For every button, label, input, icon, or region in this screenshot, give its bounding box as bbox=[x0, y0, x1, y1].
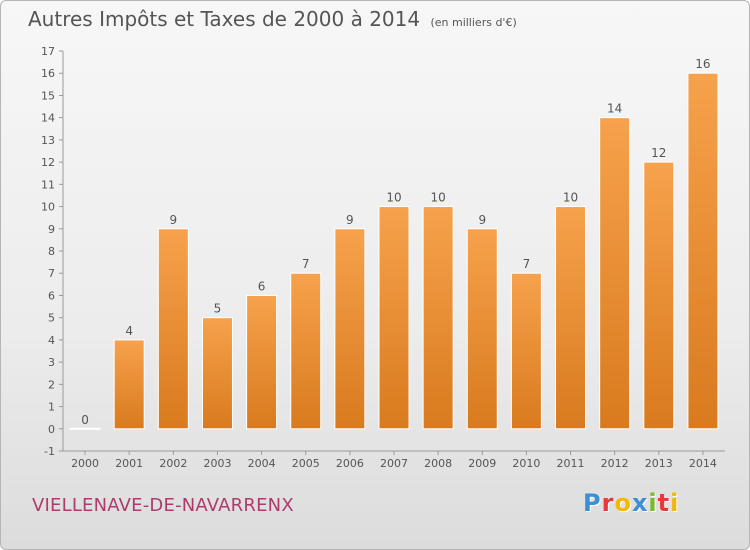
y-tick-label: 13 bbox=[41, 134, 55, 147]
commune-name: VIELLENAVE-DE-NAVARRENX bbox=[32, 495, 294, 516]
logo-letter: i bbox=[670, 489, 680, 517]
x-tick-label: 2001 bbox=[115, 457, 143, 470]
y-tick-label: 9 bbox=[48, 223, 55, 236]
data-label: 6 bbox=[258, 279, 266, 293]
bar bbox=[201, 317, 233, 430]
x-tick-label: 2012 bbox=[601, 457, 629, 470]
data-label: 12 bbox=[651, 146, 666, 160]
logo-letter: o bbox=[614, 489, 632, 517]
y-tick-label: 5 bbox=[48, 312, 55, 325]
data-label: 16 bbox=[695, 57, 710, 71]
y-tick-label: 1 bbox=[48, 401, 55, 414]
x-tick-label: 2005 bbox=[292, 457, 320, 470]
data-label: 0 bbox=[81, 413, 89, 427]
bar bbox=[687, 72, 719, 430]
bar bbox=[246, 294, 278, 430]
x-tick-label: 2010 bbox=[512, 457, 540, 470]
x-tick-label: 2007 bbox=[380, 457, 408, 470]
bar bbox=[599, 117, 631, 430]
x-tick-label: 2008 bbox=[424, 457, 452, 470]
data-label: 9 bbox=[478, 213, 486, 227]
x-tick-label: 2000 bbox=[71, 457, 99, 470]
y-tick-label: 16 bbox=[41, 67, 55, 80]
data-label: 10 bbox=[386, 191, 401, 205]
bar bbox=[334, 228, 366, 430]
plot-area: -101234567891011121314151617020004200192… bbox=[41, 45, 725, 470]
y-tick-label: 0 bbox=[48, 423, 55, 436]
bar bbox=[378, 206, 410, 430]
bar bbox=[113, 339, 145, 430]
bar bbox=[466, 228, 498, 430]
data-label: 14 bbox=[607, 102, 622, 116]
bar bbox=[69, 427, 101, 430]
x-tick-label: 2004 bbox=[248, 457, 276, 470]
data-label: 7 bbox=[523, 257, 531, 271]
y-tick-label: -1 bbox=[44, 445, 55, 458]
proxiti-logo: Proxiti bbox=[583, 489, 679, 517]
data-label: 7 bbox=[302, 257, 310, 271]
x-tick-label: 2011 bbox=[557, 457, 585, 470]
chart-unit-label: (en milliers d'€) bbox=[430, 16, 517, 29]
y-tick-label: 6 bbox=[48, 289, 55, 302]
logo-letter: i bbox=[648, 489, 658, 517]
y-tick-label: 2 bbox=[48, 378, 55, 391]
y-tick-label: 10 bbox=[41, 201, 55, 214]
bar bbox=[422, 206, 454, 430]
bar bbox=[510, 272, 542, 430]
data-label: 9 bbox=[170, 213, 178, 227]
bar bbox=[555, 206, 587, 430]
data-label: 10 bbox=[563, 191, 578, 205]
x-tick-label: 2006 bbox=[336, 457, 364, 470]
logo-letter: r bbox=[601, 489, 615, 517]
data-label: 9 bbox=[346, 213, 354, 227]
y-tick-label: 15 bbox=[41, 89, 55, 102]
data-label: 4 bbox=[125, 324, 133, 338]
y-tick-label: 12 bbox=[41, 156, 55, 169]
y-tick-label: 4 bbox=[48, 334, 55, 347]
x-tick-label: 2013 bbox=[645, 457, 673, 470]
data-label: 10 bbox=[430, 191, 445, 205]
bar bbox=[290, 272, 322, 430]
x-tick-label: 2014 bbox=[689, 457, 717, 470]
y-tick-label: 17 bbox=[41, 45, 55, 58]
x-tick-label: 2002 bbox=[159, 457, 187, 470]
data-label: 5 bbox=[214, 302, 222, 316]
x-tick-label: 2009 bbox=[468, 457, 496, 470]
y-tick-label: 8 bbox=[48, 245, 55, 258]
chart-title-text: Autres Impôts et Taxes de 2000 à 2014 bbox=[28, 7, 421, 31]
logo-letter: P bbox=[583, 489, 602, 517]
logo-letter: t bbox=[657, 489, 671, 517]
bar bbox=[157, 228, 189, 430]
y-tick-label: 3 bbox=[48, 356, 55, 369]
bar bbox=[643, 161, 675, 430]
y-tick-label: 7 bbox=[48, 267, 55, 280]
chart-title: Autres Impôts et Taxes de 2000 à 2014 (e… bbox=[28, 7, 517, 31]
y-tick-label: 11 bbox=[41, 178, 55, 191]
x-tick-label: 2003 bbox=[203, 457, 231, 470]
logo-letter: x bbox=[631, 489, 649, 517]
y-tick-label: 14 bbox=[41, 112, 55, 125]
